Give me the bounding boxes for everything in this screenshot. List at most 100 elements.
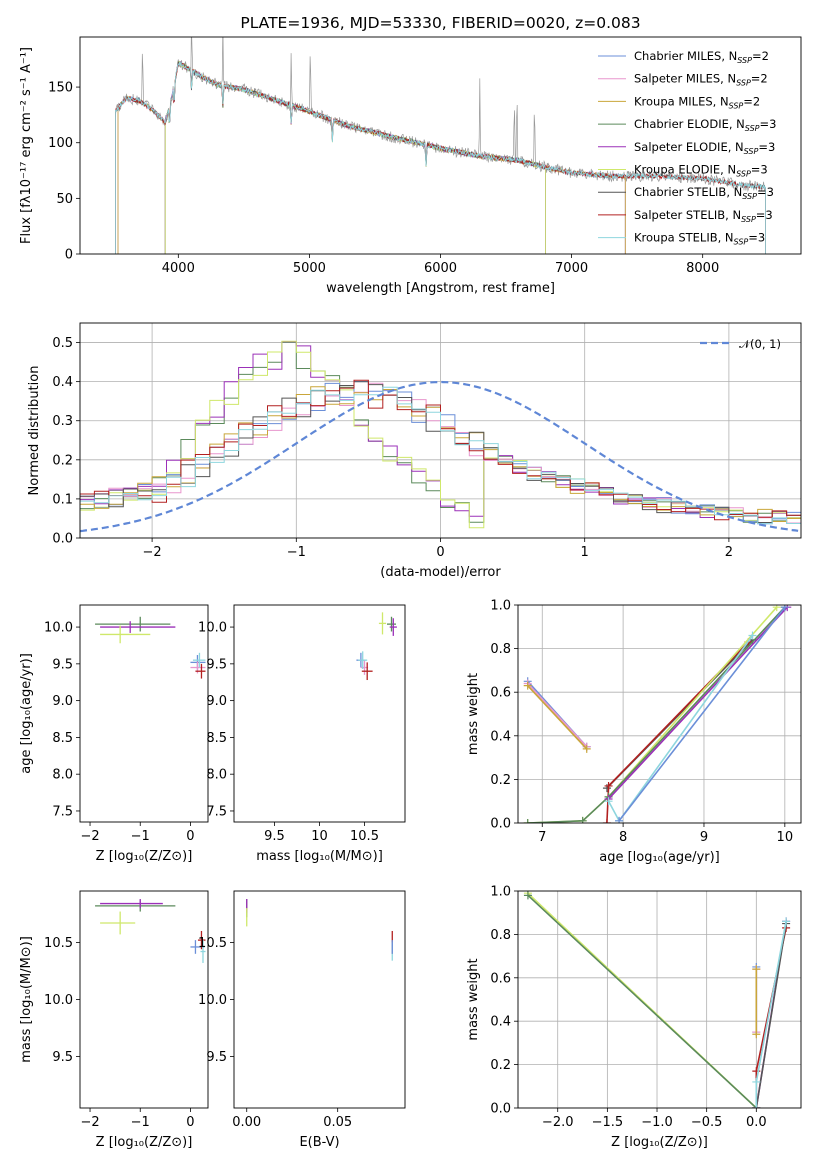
y-tick-label: 0.2: [490, 1058, 511, 1073]
errorbar-point: [192, 652, 206, 668]
x-tick-label: 0.0: [746, 1115, 767, 1130]
weight-marker: [523, 819, 532, 823]
y-tick-label: 10.5: [44, 936, 73, 951]
y-tick-label: 8.5: [206, 731, 227, 746]
errorbar-point: [100, 898, 163, 909]
panel-age_vs_Z: −2 −1 0 7.5 8.0 8.5 9.0 9.5 10.0 Z [log₁₀(Z/Z⊙)] a…: [19, 604, 209, 864]
x-axis-label: E(B-V): [299, 1135, 339, 1150]
x-tick-label: 7000: [555, 261, 588, 276]
weight-marker: [604, 797, 613, 806]
x-tick-label: 0: [186, 1115, 194, 1130]
weight-marker: [578, 816, 587, 823]
x-tick-label: −2.0: [542, 1115, 574, 1130]
y-tick-label: 1.0: [490, 885, 511, 900]
errorbar-point: [361, 662, 373, 681]
y-tick-label: 10.0: [198, 993, 227, 1008]
x-axis-label: wavelength [Angstrom, rest frame]: [326, 281, 555, 296]
weight-marker: [752, 1077, 761, 1086]
y-tick-label: 9.0: [52, 694, 73, 709]
errorbar-point: [358, 651, 368, 669]
y-tick-label: 0.0: [490, 817, 511, 832]
panel-mass_vs_ebv: 0.00 0.05 9.5 10.0 10.5 E(B-V): [198, 890, 406, 1150]
legend-entry: Chabrier ELODIE, NSSP=3: [634, 117, 776, 133]
y-tick-label: 9.5: [52, 1050, 73, 1065]
plot-area-mass_vs_Z: [95, 898, 206, 963]
y-tick-label: 9.5: [206, 657, 227, 672]
y-axis-label: Flux [fλ10⁻¹⁷ erg cm⁻² s⁻¹ A⁻¹]: [19, 47, 34, 244]
x-tick-label: −0.5: [691, 1115, 723, 1130]
axes-frame: [517, 604, 802, 824]
axes-frame: [79, 322, 802, 539]
errorbar-point: [197, 930, 206, 950]
x-axis-label: Z [log₁₀(Z/Z⊙)]: [96, 849, 193, 864]
weight-marker: [772, 605, 781, 612]
legend-entry: Kroupa STELIB, NSSP=3: [634, 231, 765, 247]
y-tick-label: 0.0: [490, 1102, 511, 1117]
axes-frame: [233, 890, 406, 1109]
legend-entry: Kroupa ELODIE, NSSP=3: [634, 163, 768, 179]
y-tick-label: 10.0: [44, 993, 73, 1008]
x-tick-label: 10.5: [350, 829, 379, 844]
weight-marker: [604, 781, 613, 790]
model-spectrum: [117, 61, 626, 254]
plot-area-spectrum: [115, 37, 766, 254]
x-tick-label: 8000: [686, 261, 719, 276]
y-tick-label: 0.4: [490, 729, 511, 744]
legend-entry: Salpeter ELODIE, NSSP=3: [634, 140, 775, 156]
errorbar-point: [387, 616, 396, 632]
x-tick-label: −1: [131, 1115, 150, 1130]
plot-area-age_vs_Z: [95, 616, 206, 679]
x-tick-label: −1.0: [641, 1115, 673, 1130]
y-tick-label: 0.6: [490, 686, 511, 701]
x-tick-label: −2: [80, 829, 99, 844]
weight-marker: [615, 816, 624, 823]
weight-marker: [752, 1030, 761, 1039]
panel-massweight_vs_age: 7 8 9 10 0.0 0.2 0.4 0.6 0.8 1.0 age [log₁₀(age/yr…: [466, 599, 802, 865]
axes-frame: [517, 890, 802, 1109]
x-tick-label: 9.5: [264, 829, 285, 844]
x-tick-label: −2: [143, 545, 162, 560]
errorbar-point: [190, 940, 205, 954]
y-tick-label: 8.0: [206, 768, 227, 783]
weight-marker: [752, 965, 761, 974]
x-axis-label: mass [log₁₀(M/M⊙)]: [256, 849, 383, 864]
legend: Chabrier MILES, NSSP=2 Salpeter MILES, NS…: [598, 49, 776, 247]
weight-line: [527, 606, 778, 823]
weight-marker: [523, 891, 532, 900]
weight-line: [608, 606, 788, 800]
y-tick-label: 8.5: [52, 731, 73, 746]
axes-frame: [233, 604, 406, 823]
x-tick-label: 0: [436, 545, 444, 560]
x-tick-label: −1.5: [592, 1115, 624, 1130]
errorbar-point: [95, 900, 176, 912]
legend: 𝒩(0, 1): [700, 337, 781, 351]
panel-spectrum: 4000 5000 6000 7000 8000 0 50 100 150 wavelength …: [19, 14, 802, 296]
legend-entry: Salpeter STELIB, NSSP=3: [634, 208, 773, 224]
y-tick-label: 50: [56, 192, 73, 207]
y-tick-label: 0.8: [490, 928, 511, 943]
plot-area-mass_vs_ebv: [246, 898, 393, 961]
weight-line: [755, 923, 787, 1108]
legend-entry: Chabrier MILES, NSSP=2: [634, 49, 769, 65]
x-axis-label: (data-model)/error: [380, 565, 501, 580]
x-tick-label: 2: [725, 545, 733, 560]
y-tick-label: 10.0: [198, 621, 227, 636]
y-tick-label: 0.6: [490, 971, 511, 986]
x-tick-label: 0.05: [323, 1115, 352, 1130]
y-tick-label: 10.5: [198, 936, 227, 951]
y-tick-label: 10.0: [44, 621, 73, 636]
x-tick-label: 8: [619, 830, 627, 845]
y-tick-label: 100: [48, 136, 73, 151]
errorbar-point: [100, 621, 176, 633]
y-tick-label: 0.3: [52, 414, 73, 429]
y-tick-label: 9.5: [52, 657, 73, 672]
errorbar-point: [95, 616, 171, 632]
errorbar-point: [100, 911, 136, 935]
x-tick-label: 0: [186, 829, 194, 844]
weight-line: [527, 685, 588, 750]
axes-frame: [79, 36, 802, 255]
y-axis-label: mass weight: [466, 673, 481, 755]
y-tick-label: 0.4: [490, 1015, 511, 1030]
weight-marker: [523, 681, 532, 690]
